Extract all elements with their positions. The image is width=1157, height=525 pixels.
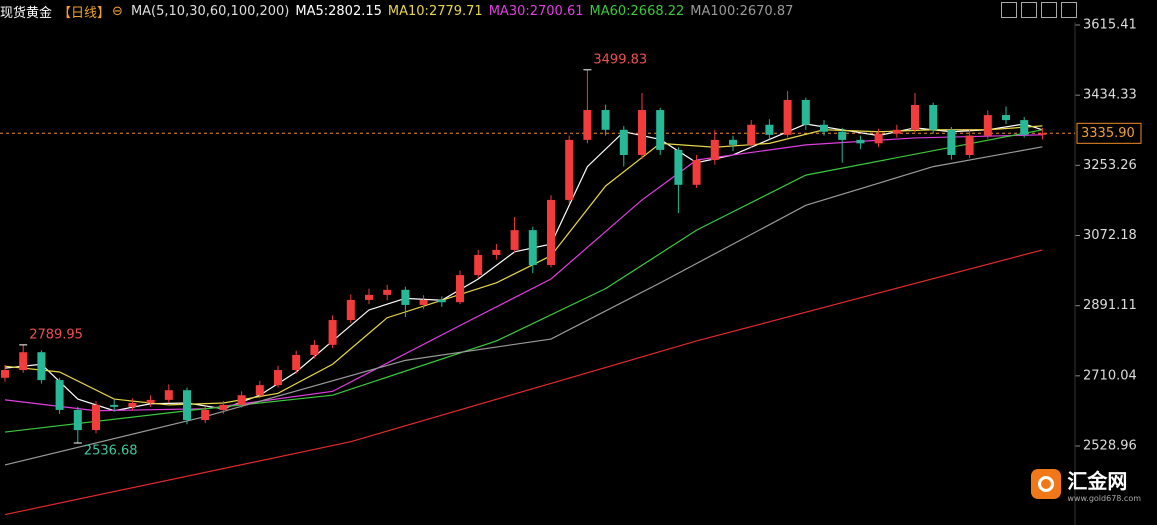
candle-body bbox=[601, 110, 610, 130]
candle-body bbox=[128, 402, 137, 407]
tool-button[interactable] bbox=[1021, 2, 1037, 18]
candle-body bbox=[437, 299, 446, 303]
ma-line bbox=[4, 123, 1043, 412]
candle-body bbox=[947, 129, 956, 155]
watermark-name: 汇金网 bbox=[1067, 469, 1128, 493]
ma-line bbox=[4, 129, 1043, 433]
candle-body bbox=[219, 404, 228, 410]
legend-entry: MA100:2670.87 bbox=[690, 3, 794, 19]
logo bbox=[1031, 469, 1062, 499]
tool-button[interactable] bbox=[1041, 2, 1057, 18]
candle-body bbox=[164, 390, 173, 400]
ma-line bbox=[4, 125, 1043, 406]
y-tick-label: 2891.11 bbox=[1083, 298, 1137, 313]
candle-body bbox=[619, 129, 628, 155]
candle-body bbox=[856, 139, 865, 144]
legend-entry: MA60:2668.22 bbox=[589, 3, 685, 19]
candle-body bbox=[765, 124, 774, 135]
ma-label[interactable]: MA(5,10,30,60,100,200) bbox=[130, 3, 290, 19]
candle-body bbox=[565, 139, 574, 200]
y-tick-label: 2528.96 bbox=[1083, 439, 1137, 454]
candle-body bbox=[820, 124, 828, 132]
header: 现货黄金 【日线】 ⊖ MA(5,10,30,60,100,200) MA5:2… bbox=[0, 0, 799, 22]
candle-body bbox=[547, 199, 555, 266]
candle-body bbox=[419, 299, 428, 305]
y-tick-label: 3253.26 bbox=[1083, 158, 1137, 173]
candle-body bbox=[1002, 115, 1010, 121]
candle-body bbox=[710, 139, 719, 161]
candle-body bbox=[456, 275, 464, 303]
candle-body bbox=[674, 149, 683, 185]
candle-body bbox=[656, 110, 665, 150]
candle-body bbox=[255, 385, 264, 396]
candle-body bbox=[983, 115, 992, 136]
candle-body bbox=[237, 395, 246, 405]
symbol[interactable]: 现货黄金 bbox=[0, 5, 53, 21]
extreme-label: 3499.83 bbox=[593, 52, 647, 67]
candle-body bbox=[73, 409, 82, 431]
legend-entry: MA5:2802.15 bbox=[295, 3, 382, 19]
candle-body bbox=[1038, 133, 1047, 135]
candle-body bbox=[19, 352, 28, 371]
candle-body bbox=[1, 370, 9, 378]
candle-body bbox=[783, 99, 792, 135]
candle-body bbox=[365, 294, 373, 300]
candle-body bbox=[965, 135, 974, 155]
last-price-box bbox=[1076, 122, 1142, 144]
candle-body bbox=[747, 124, 756, 145]
candle-body bbox=[911, 104, 919, 130]
extreme-label: 2536.68 bbox=[84, 444, 138, 459]
candle-body bbox=[201, 409, 210, 421]
candle-body bbox=[346, 299, 355, 321]
y-tick-label: 2710.04 bbox=[1083, 368, 1137, 383]
ma-line bbox=[4, 146, 1043, 466]
candle-body bbox=[146, 399, 155, 403]
legend-entry: MA10:2779.71 bbox=[387, 3, 483, 19]
candle-body bbox=[55, 380, 64, 410]
candle-body bbox=[474, 254, 483, 276]
candle-body bbox=[401, 289, 410, 305]
candle-body bbox=[510, 230, 519, 250]
candle-body bbox=[328, 320, 337, 345]
candle-body bbox=[92, 404, 100, 431]
candle-body bbox=[892, 129, 901, 134]
candle-body bbox=[37, 352, 46, 381]
y-tick-label: 3434.33 bbox=[1083, 88, 1137, 103]
watermark-url: www.gold678.com bbox=[1067, 494, 1141, 503]
candle-body bbox=[638, 110, 646, 155]
candle-body bbox=[801, 99, 810, 125]
candle-body bbox=[383, 289, 392, 295]
candle-body bbox=[292, 354, 301, 371]
tool-button[interactable] bbox=[1061, 2, 1077, 18]
candle-body bbox=[583, 110, 592, 140]
last-price-label: 3335.90 bbox=[1081, 126, 1135, 141]
y-tick-label: 3615.41 bbox=[1083, 18, 1137, 33]
watermark: 汇金网 www.gold678.com bbox=[1031, 465, 1141, 503]
toolbar bbox=[1001, 2, 1077, 18]
candle-body bbox=[528, 230, 537, 266]
legend-entry: MA30:2700.61 bbox=[488, 3, 584, 19]
extreme-label: 2789.95 bbox=[29, 327, 83, 342]
candle-body bbox=[492, 249, 501, 255]
y-tick-label: 3072.18 bbox=[1083, 228, 1137, 243]
candle-body bbox=[1020, 120, 1029, 135]
ma-line bbox=[4, 134, 1043, 412]
candle-body bbox=[729, 139, 737, 145]
candle-body bbox=[929, 104, 938, 130]
ma-line bbox=[4, 249, 1043, 516]
candle-body bbox=[692, 160, 701, 185]
candle-body bbox=[838, 131, 847, 140]
tool-button[interactable] bbox=[1001, 2, 1017, 18]
candle-body bbox=[274, 370, 282, 386]
candle-body bbox=[310, 344, 319, 355]
candle-body bbox=[183, 390, 191, 421]
period-toggle[interactable]: ⊖ bbox=[112, 3, 123, 19]
candle-body bbox=[874, 133, 883, 144]
period[interactable]: 【日线】 bbox=[58, 5, 111, 21]
candle-body bbox=[110, 404, 119, 407]
